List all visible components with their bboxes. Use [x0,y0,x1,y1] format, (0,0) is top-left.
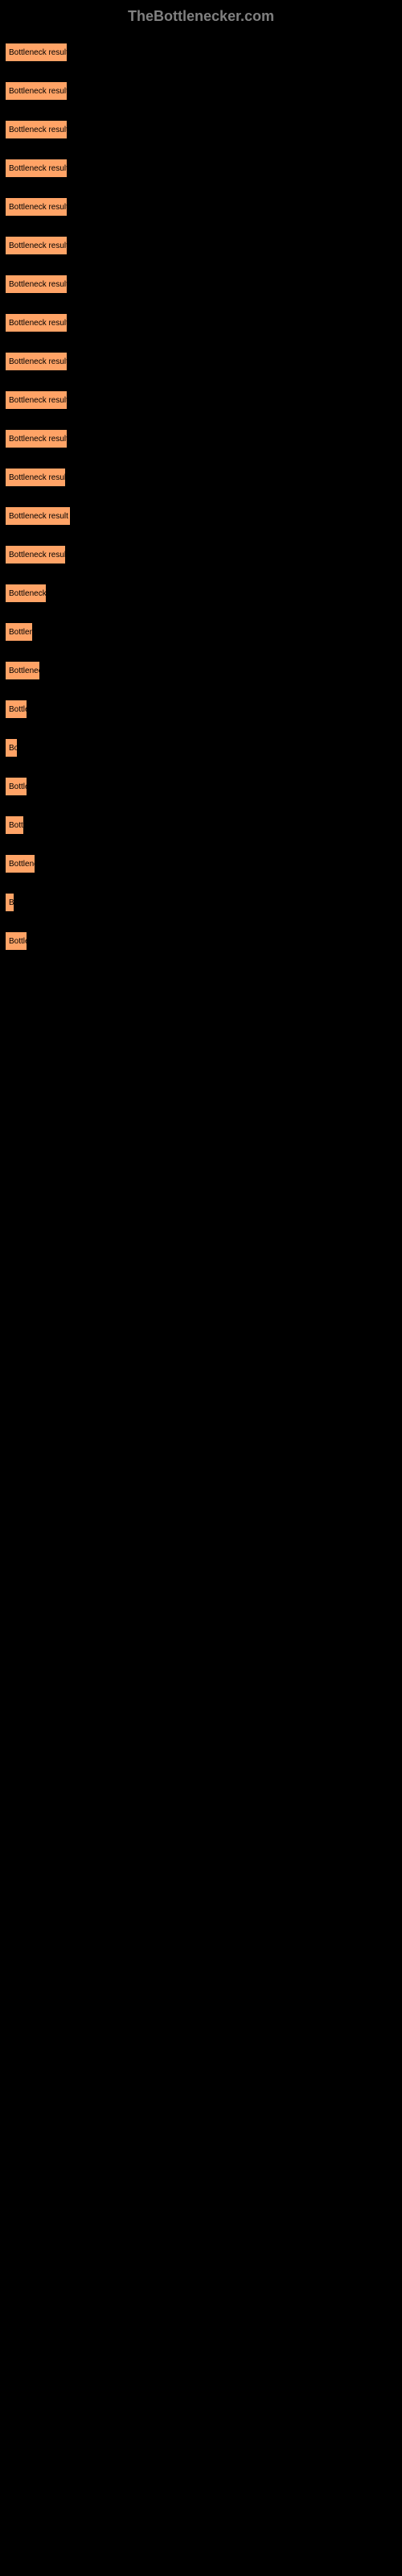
bar-row: Bottleneck result [0,729,402,766]
bar-item: Bottleneck result [5,584,47,603]
bar-item: Bottleneck result [5,197,68,217]
bar-label: Bottleneck result [9,48,68,57]
bar-row: Bottleneck result [0,497,402,534]
bar-row: Bottleneck result [0,226,402,263]
bar-label: Bottleneck result [9,319,68,328]
bar-row: Bottleneck result [0,72,402,109]
bar-label: Bottleneck result [9,898,14,907]
bar-row: Bottleneck result [0,149,402,186]
bar-label: Bottleneck result [9,937,27,946]
bar-item: Bottleneck result [5,738,18,758]
site-header: TheBottlenecker.com [0,0,402,33]
bar-row: Bottleneck result [0,806,402,843]
bar-item: Bottleneck result [5,429,68,448]
bar-label: Bottleneck result [9,280,68,289]
bar-item: Bottleneck result [5,854,35,873]
bar-item: Bottleneck result [5,506,71,526]
bar-row: Bottleneck result [0,922,402,959]
bar-label: Bottleneck result [9,821,24,830]
bar-item: Bottleneck result [5,390,68,410]
bar-item: Bottleneck result [5,777,27,796]
bar-item: Bottleneck result [5,43,68,62]
bar-label: Bottleneck result [9,473,66,482]
bar-label: Bottleneck result [9,164,68,173]
bar-row: Bottleneck result [0,33,402,70]
bar-item: Bottleneck result [5,120,68,139]
bar-label: Bottleneck result [9,667,40,675]
bar-row: Bottleneck result [0,844,402,881]
bar-item: Bottleneck result [5,700,27,719]
bar-item: Bottleneck result [5,468,66,487]
bar-item: Bottleneck result [5,275,68,294]
bar-item: Bottleneck result [5,815,24,835]
bar-item: Bottleneck result [5,313,68,332]
bar-label: Bottleneck result [9,860,35,869]
bar-label: Bottleneck result [9,242,68,250]
bar-row: Bottleneck result [0,651,402,688]
bar-row: Bottleneck result [0,419,402,456]
bar-row: Bottleneck result [0,342,402,379]
bar-item: Bottleneck result [5,81,68,101]
bar-item: Bottleneck result [5,159,68,178]
bar-row: Bottleneck result [0,110,402,147]
bar-row: Bottleneck result [0,535,402,572]
bar-row: Bottleneck result [0,574,402,611]
bar-label: Bottleneck result [9,357,68,366]
bar-item: Bottleneck result [5,893,14,912]
bar-item: Bottleneck result [5,236,68,255]
bar-label: Bottleneck result [9,126,68,134]
bar-row: Bottleneck result [0,458,402,495]
bar-label: Bottleneck result [9,551,66,559]
bar-row: Bottleneck result [0,381,402,418]
bar-row: Bottleneck result [0,303,402,341]
bar-label: Bottleneck result [9,435,68,444]
bar-label: Bottleneck result [9,512,68,521]
bar-label: Bottleneck result [9,589,47,598]
bar-row: Bottleneck result [0,265,402,302]
bar-label: Bottleneck result [9,87,68,96]
bar-item: Bottleneck result [5,622,33,642]
bar-label: Bottleneck result [9,782,27,791]
bar-row: Bottleneck result [0,767,402,804]
bar-label: Bottleneck result [9,628,33,637]
bar-label: Bottleneck result [9,203,68,212]
bar-row: Bottleneck result [0,613,402,650]
bar-item: Bottleneck result [5,545,66,564]
bar-item: Bottleneck result [5,352,68,371]
bar-item: Bottleneck result [5,661,40,680]
bar-row: Bottleneck result [0,883,402,920]
bar-item: Bottleneck result [5,931,27,951]
bar-label: Bottleneck result [9,744,18,753]
bar-chart: Bottleneck result Bottleneck result Bottle… [0,33,402,959]
bar-row: Bottleneck result [0,690,402,727]
bar-label: Bottleneck result [9,396,68,405]
bar-row: Bottleneck result [0,188,402,225]
bar-label: Bottleneck result [9,705,27,714]
